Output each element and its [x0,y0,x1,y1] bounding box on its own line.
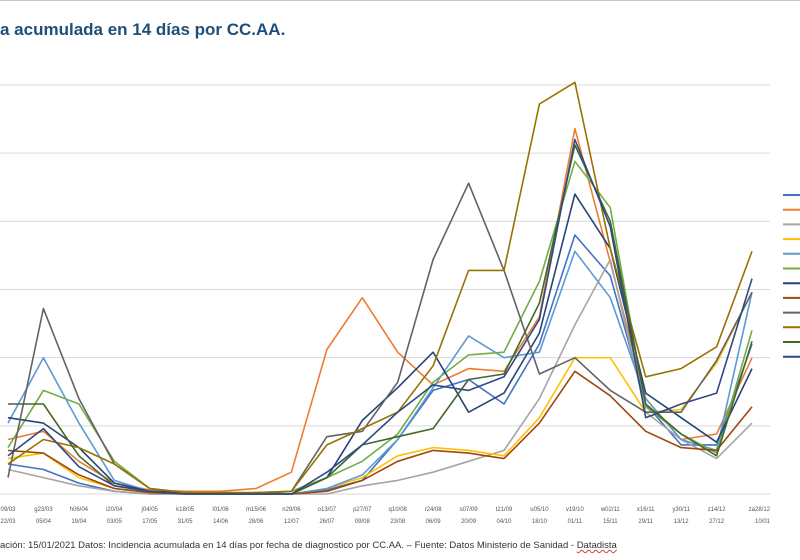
x-tick-label-bottom: 23/08 [390,519,406,525]
series-line-3 [7,258,753,495]
x-tick-label-top: v19/10 [566,507,585,513]
top-rule [0,0,800,1]
x-tick-label-top: 09/03 [0,507,16,513]
x-tick-label-bottom: 03/05 [107,519,123,525]
x-tick-label-bottom: 17/05 [142,519,158,525]
series-line-12 [7,138,753,495]
x-tick-label-top: z14/12 [708,507,727,513]
series-line-2 [7,127,753,493]
series-line-11 [8,144,753,495]
x-tick-label-bottom: 05/04 [36,519,52,525]
series-line-5 [7,250,753,495]
x-tick-label-top: y30/11 [672,507,690,513]
x-tick-label-bottom: 14/06 [213,519,229,525]
x-tick-label-top: p27/07 [353,507,372,513]
x-tick-label-bottom: 31/05 [178,519,194,525]
x-tick-label-bottom: 10/01 [755,519,771,525]
x-tick-label-top: x16/11 [637,507,655,513]
legend [783,194,800,358]
x-tick-label-bottom: 12/07 [284,519,300,525]
x-tick-label-bottom: 22/03 [0,519,16,525]
x-tick-label-top: i20/04 [106,507,123,513]
x-tick-label-bottom: 09/08 [355,519,371,525]
x-tick-label-top: r24/08 [425,507,443,513]
series-lines [7,81,753,495]
x-tick-label-top: k18/05 [176,507,195,513]
footer-source: ación: 15/01/2021 Datos: Incidencia acum… [0,540,617,551]
x-tick-label-bottom: 20/09 [461,519,477,525]
footer-brand: Datadista [576,540,617,551]
x-tick-label-bottom: 29/11 [638,519,653,525]
series-line-1 [7,234,753,495]
series-line-7 [7,193,753,495]
x-tick-label-bottom: 27/12 [709,519,725,525]
x-tick-label-top: w02/11 [600,507,621,513]
x-tick-label-top: n29/06 [282,507,301,513]
x-tick-labels: 09/03 22/03 g23/03 05/04 h06/04 19/04 i20/04 03… [0,507,770,525]
x-tick-label-top: s07/09 [460,507,479,513]
series-line-8 [7,370,753,495]
x-tick-label-top: o13/07 [318,507,337,513]
x-tick-label-bottom: 26/07 [319,519,335,525]
x-tick-label-bottom: 01/11 [568,519,583,525]
x-tick-label-top: m15/06 [246,507,267,513]
x-tick-label-top: j04/05 [141,507,159,513]
footer-text: ación: 15/01/2021 Datos: Incidencia acum… [0,540,577,551]
x-tick-label-bottom: 15/11 [603,519,618,525]
x-tick-label-top: t21/09 [496,507,513,513]
x-tick-label-bottom: 19/04 [71,519,87,525]
x-tick-label-bottom: 18/10 [532,519,548,525]
chart-title: a acumulada en 14 días por CC.AA. [0,20,286,39]
gridlines [0,84,770,495]
x-tick-label-top: l01/06 [212,507,229,513]
x-tick-label-top: q10/08 [389,507,408,513]
series-line-6 [7,160,753,495]
x-tick-label-top: h06/04 [70,507,89,513]
x-tick-label-bottom: 28/06 [248,519,264,525]
series-line-10 [7,81,753,494]
x-tick-label-bottom: 06/09 [426,519,442,525]
x-tick-label-top: za28/12 [749,507,771,513]
x-tick-label-bottom: 13/12 [674,519,690,525]
x-tick-label-top: u05/10 [530,507,549,513]
x-tick-label-top: g23/03 [34,507,53,513]
x-tick-label-bottom: 04/10 [496,519,512,525]
